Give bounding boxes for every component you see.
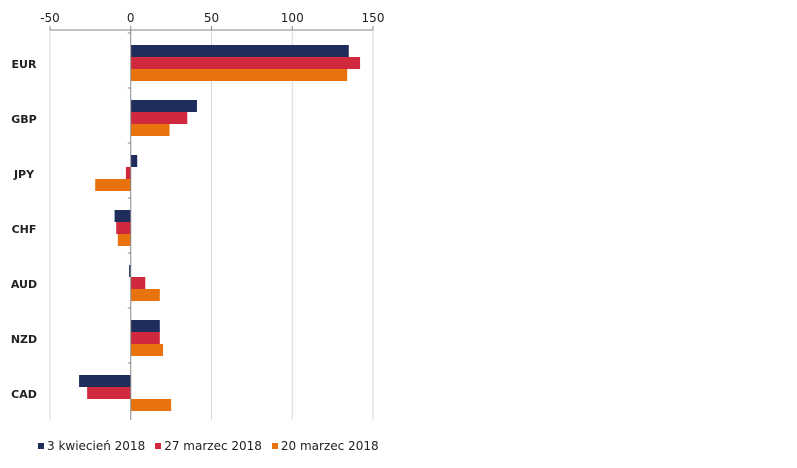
bar — [129, 265, 131, 277]
legend-swatch — [38, 443, 44, 449]
legend-swatch — [155, 443, 162, 449]
x-tick-label: 150 — [362, 11, 385, 25]
legend-swatch — [271, 443, 278, 449]
x-tick-label: 50 — [204, 11, 219, 25]
bar — [114, 210, 131, 222]
bar — [130, 155, 138, 167]
category-label: AUD — [11, 278, 37, 291]
category-label: GBP — [11, 113, 36, 126]
legend-item-series-3: 20 marzec 2018 — [271, 439, 379, 453]
bar — [130, 277, 146, 289]
category-label: EUR — [12, 58, 37, 71]
bar — [130, 69, 348, 81]
legend-item-series-1: 3 kwiecień 2018 — [38, 439, 145, 453]
legend: 3 kwiecień 2018 27 marzec 2018 20 marzec… — [38, 439, 389, 453]
category-label: CHF — [12, 223, 37, 236]
x-tick-label: -50 — [40, 11, 60, 25]
x-tick-label: 100 — [281, 11, 304, 25]
category-label: NZD — [11, 333, 37, 346]
bar — [116, 222, 131, 234]
bar — [130, 57, 361, 69]
legend-label: 27 marzec 2018 — [164, 439, 262, 453]
bar — [95, 179, 131, 191]
axes — [49, 26, 374, 420]
category-labels: EUR GBP JPY CHF AUD NZD CAD — [11, 58, 37, 401]
bar — [130, 320, 160, 332]
bar — [125, 167, 131, 179]
gridlines — [49, 30, 374, 420]
x-tick-labels: -50 0 50 100 150 — [40, 11, 384, 25]
bar — [130, 344, 164, 356]
bar — [130, 289, 160, 301]
bar — [130, 100, 197, 112]
bar — [130, 399, 172, 411]
legend-label: 3 kwiecień 2018 — [47, 439, 146, 453]
x-tick-label: 0 — [127, 11, 135, 25]
bar — [87, 387, 131, 399]
category-label: CAD — [11, 388, 37, 401]
bar — [130, 45, 349, 57]
legend-label: 20 marzec 2018 — [280, 439, 379, 453]
bars — [79, 45, 361, 411]
bar — [79, 375, 131, 387]
bar — [130, 112, 188, 124]
bar — [117, 234, 131, 246]
legend-item-series-2: 27 marzec 2018 — [155, 439, 262, 453]
bar — [130, 124, 170, 136]
bar — [130, 332, 160, 344]
category-label: JPY — [13, 168, 35, 181]
